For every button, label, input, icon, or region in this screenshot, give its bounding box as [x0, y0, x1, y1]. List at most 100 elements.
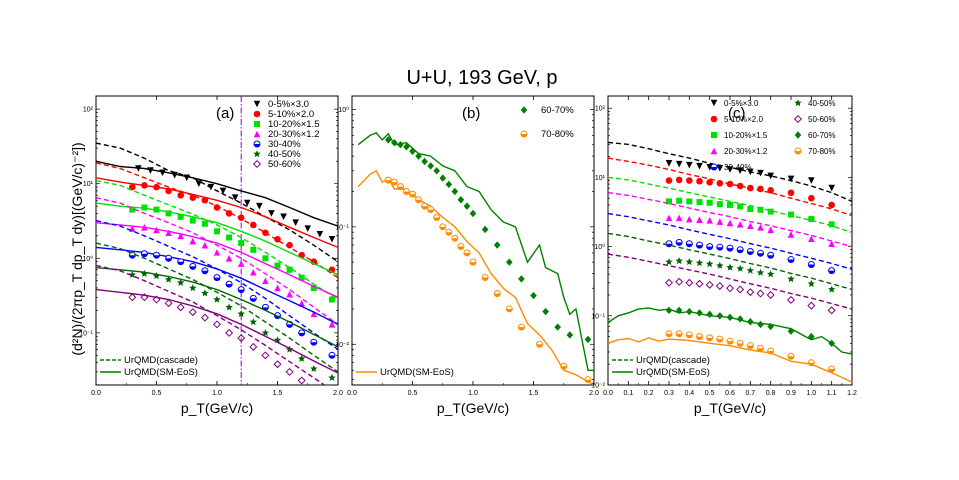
- data-point: [140, 269, 149, 277]
- data-point: [225, 328, 234, 337]
- data-point: [757, 249, 764, 257]
- legend-marker: [253, 130, 261, 138]
- data-point: [828, 339, 835, 348]
- data-point: [767, 187, 774, 194]
- data-point: [427, 206, 435, 214]
- data-point: [686, 161, 693, 169]
- data-point: [808, 332, 815, 341]
- legend-label: 5-10%×2.0: [724, 115, 763, 124]
- data-point: [560, 362, 568, 370]
- y-tick-label: 10⁰: [594, 243, 605, 251]
- marker-fill: [716, 247, 723, 251]
- data-point: [736, 315, 744, 323]
- y-tick-label: 10⁻¹: [79, 330, 93, 337]
- line-legend-label: UrQMD(SM-EoS): [124, 367, 198, 378]
- legend-marker: [710, 163, 718, 171]
- data-point: [213, 274, 221, 282]
- data-point: [706, 199, 713, 206]
- data-point: [237, 260, 245, 267]
- data-point: [787, 327, 795, 335]
- data-point: [262, 255, 269, 262]
- data-point: [685, 278, 694, 287]
- data-point: [737, 203, 744, 210]
- data-point: [213, 249, 221, 256]
- data-point: [716, 243, 724, 251]
- data-point: [328, 235, 336, 243]
- legend: 0-5%×3.05-10%×2.010-20%×1.520-30%×1.230-…: [252, 99, 320, 170]
- data-point: [409, 190, 416, 198]
- cascade-curve: [608, 232, 852, 291]
- marker-fill: [385, 180, 392, 184]
- sm-eos-curve: [608, 337, 852, 383]
- data-point: [176, 303, 185, 312]
- data-point: [767, 270, 775, 278]
- marker-fill: [560, 366, 567, 370]
- data-point: [231, 194, 239, 201]
- data-point: [807, 279, 815, 287]
- data-point: [177, 278, 185, 286]
- data-point: [757, 169, 764, 177]
- x-tick-label: 0.9: [786, 390, 796, 397]
- data-point: [767, 347, 775, 355]
- marker-fill: [403, 191, 410, 195]
- data-point: [493, 241, 501, 249]
- data-point: [827, 306, 836, 315]
- data-point: [140, 250, 148, 258]
- marker-fill: [433, 217, 440, 221]
- data-point: [808, 235, 815, 243]
- data-point: [212, 320, 222, 329]
- data-point: [747, 318, 754, 326]
- data-point: [280, 213, 287, 221]
- data-point: [451, 234, 459, 242]
- figure-title: U+U, 193 GeV, p: [406, 67, 557, 89]
- data-point: [396, 183, 404, 191]
- data-point: [695, 259, 704, 267]
- data-point: [746, 288, 755, 297]
- sm-eos-curve: [96, 177, 338, 249]
- legend-marker: [710, 147, 718, 155]
- marker-fill: [409, 194, 416, 198]
- legend-marker: [253, 140, 261, 148]
- marker-fill: [201, 270, 208, 274]
- data-point: [286, 290, 293, 298]
- data-point: [201, 241, 209, 249]
- data-point: [665, 258, 673, 266]
- data-point: [256, 202, 263, 210]
- marker-fill: [757, 253, 764, 257]
- x-tick-label: 1.5: [529, 390, 539, 397]
- x-tick-label: 0.0: [603, 390, 613, 397]
- data-point: [298, 299, 305, 307]
- data-point: [725, 284, 735, 293]
- data-point: [706, 178, 713, 186]
- data-point: [165, 254, 173, 262]
- data-point: [716, 180, 724, 187]
- data-point: [807, 359, 815, 367]
- data-point: [686, 215, 693, 223]
- x-tick-label: 1.1: [827, 390, 837, 397]
- marker-fill: [808, 264, 815, 268]
- marker-fill: [506, 308, 513, 312]
- marker-fill: [788, 356, 794, 360]
- data-point: [706, 310, 713, 319]
- marker-fill: [177, 261, 184, 265]
- data-point: [828, 267, 836, 275]
- data-point: [716, 165, 724, 172]
- x-tick-label: 1.0: [212, 390, 222, 397]
- marker-fill: [706, 246, 713, 250]
- data-point: [261, 303, 269, 311]
- data-point: [213, 295, 221, 303]
- x-tick-label: 0.3: [664, 390, 674, 397]
- legend-label: 10-20%×1.5: [724, 131, 768, 140]
- data-point: [261, 329, 270, 336]
- data-point: [237, 214, 245, 222]
- marker-fill: [226, 284, 233, 288]
- data-point: [736, 220, 744, 228]
- data-point: [188, 308, 197, 317]
- data-point: [292, 219, 299, 227]
- x-tick-label: 0.5: [152, 390, 162, 397]
- data-point: [685, 240, 693, 248]
- data-point: [165, 187, 172, 195]
- data-point: [421, 157, 428, 166]
- data-point: [767, 172, 774, 180]
- data-point: [237, 286, 245, 294]
